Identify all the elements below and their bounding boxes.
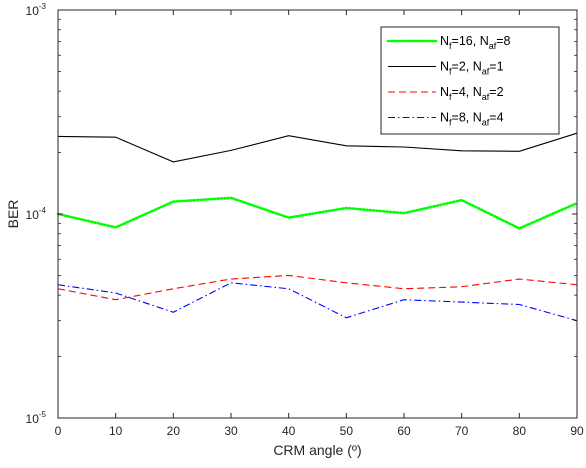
series-line-2 (57, 132, 578, 163)
series-line-1 (56, 196, 579, 230)
x-tick-label: 60 (397, 424, 411, 438)
series-layer (56, 132, 579, 322)
x-tick-label: 30 (224, 424, 238, 438)
x-axis-label: CRM angle (º) (273, 442, 361, 458)
y-axis-label: BER (5, 200, 21, 229)
x-tick-label: 10 (109, 424, 123, 438)
x-tick-label: 70 (455, 424, 469, 438)
series-line-4 (57, 282, 578, 322)
legend-box (380, 26, 560, 135)
legend-label-1: Nf=16, Naf=8 (440, 34, 511, 51)
series-line-3 (57, 274, 578, 301)
y-tick-label: 10-4 (26, 206, 47, 222)
x-tick-label: 20 (167, 424, 181, 438)
x-tick-label: 80 (513, 424, 527, 438)
legend-label-2: Nf=2, Naf=1 (440, 60, 504, 77)
x-tick-label: 50 (340, 424, 354, 438)
x-tick-label: 90 (570, 424, 584, 438)
legend: Nf=16, Naf=8 Nf=2, Naf=1 Nf=4, Naf=2 Nf=8, … (380, 26, 560, 135)
x-tick-label: 40 (282, 424, 296, 438)
y-tick-label: 10-5 (26, 410, 47, 426)
y-tick-label: 10-3 (26, 2, 47, 18)
legend-label-4: Nf=8, Naf=4 (440, 111, 504, 128)
x-tick-label: 0 (55, 424, 62, 438)
ticks-layer: 0 10 20 30 40 50 60 70 80 90 10-5 10-4 10-3 (26, 2, 584, 438)
legend-label-3: Nf=4, Naf=2 (440, 85, 504, 102)
